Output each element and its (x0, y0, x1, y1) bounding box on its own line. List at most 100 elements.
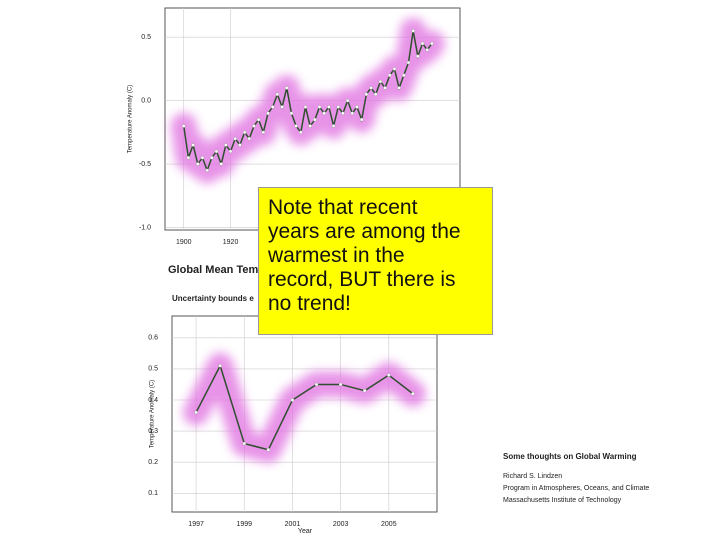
y-tick-label: 0.4 (148, 397, 158, 404)
data-point (205, 168, 209, 173)
uncertainty-glow (183, 352, 426, 463)
data-point (280, 105, 284, 109)
plot-frame (171, 315, 438, 513)
data-point (242, 441, 247, 446)
data-point (186, 155, 191, 160)
x-axis-label: Year (298, 528, 313, 535)
data-point (373, 92, 378, 97)
data-point (317, 105, 322, 109)
data-point (194, 410, 198, 415)
data-point (181, 124, 186, 128)
note-line: warmest in the (268, 244, 405, 267)
note-line: Note that recent (268, 196, 418, 219)
data-point (402, 73, 406, 78)
credits-title: Some thoughts on Global Warming (503, 452, 637, 461)
data-point (191, 143, 195, 147)
data-point (338, 382, 343, 387)
data-point (270, 105, 275, 109)
y-tick-label: -0.5 (139, 161, 151, 168)
data-point (214, 149, 219, 154)
data-point (355, 105, 359, 109)
y-tick-label: 0.3 (148, 428, 158, 435)
data-point (218, 363, 222, 368)
data-point (378, 79, 383, 84)
data-point (420, 41, 425, 46)
note-box: Note that recent years are among the warme… (258, 187, 493, 335)
data-point (313, 117, 317, 122)
y-tick-label: 0.2 (148, 459, 158, 466)
data-point (411, 391, 415, 396)
note-line: no trend! (268, 292, 351, 315)
data-point (298, 130, 303, 135)
data-point (266, 447, 271, 452)
data-point (359, 117, 364, 122)
data-point (387, 73, 392, 78)
data-point (210, 155, 214, 160)
data-point (362, 388, 367, 393)
data-line (195, 363, 414, 451)
data-point (195, 162, 200, 166)
data-point (406, 60, 411, 65)
data-point (284, 86, 289, 90)
y-tick-label: 0.5 (148, 366, 158, 373)
y-tick-label: 0.6 (148, 335, 158, 342)
data-point (350, 111, 355, 116)
x-tick-label: 2001 (285, 521, 301, 528)
data-point (411, 29, 415, 33)
y-axis-label: Temperature Anomaly (C) (128, 85, 134, 153)
data-point (383, 86, 387, 90)
data-point (392, 67, 397, 71)
data-point (345, 98, 350, 103)
data-point (387, 373, 391, 377)
credits-line: Program in Atmospheres, Oceans, and Clim… (503, 485, 650, 492)
y-tick-label: 0.5 (141, 34, 151, 41)
x-tick-label: 1920 (223, 239, 239, 246)
data-point (341, 111, 345, 116)
data-point (290, 398, 295, 402)
credits-line: Massachusetts Institute of Technology (503, 497, 622, 504)
credits-line: Richard S. Lindzen (503, 473, 563, 480)
x-tick-label: 1997 (188, 521, 204, 528)
credits: Some thoughts on Global Warming Richard … (503, 452, 649, 509)
data-point (369, 86, 373, 90)
data-point (289, 111, 294, 116)
data-point (219, 162, 223, 166)
data-point (228, 149, 233, 154)
data-point (303, 105, 308, 109)
y-axis-label: Temperature Anomaly (C) (150, 380, 156, 448)
chart-title: Uncertainty bounds e (172, 294, 254, 303)
data-point (247, 136, 252, 141)
x-tick-label: 2003 (333, 521, 349, 528)
chart-title: Global Mean Tem (168, 264, 258, 276)
data-point (200, 155, 205, 160)
note-line: years are among the (268, 220, 461, 243)
x-tick-label: 1900 (176, 239, 192, 246)
data-point (238, 143, 242, 147)
y-tick-label: 0.1 (148, 490, 158, 497)
data-point (308, 124, 312, 128)
note-line: record, BUT there is (268, 268, 456, 291)
data-point (261, 130, 266, 135)
data-point (397, 86, 401, 90)
data-point (294, 124, 298, 128)
data-point (242, 130, 247, 135)
data-point (336, 105, 341, 109)
data-point (327, 105, 331, 109)
x-tick-label: 1999 (236, 521, 252, 528)
x-tick-label: 2005 (381, 521, 397, 528)
data-point (430, 41, 434, 46)
data-point (416, 54, 420, 59)
data-point (275, 92, 280, 97)
data-point (314, 382, 319, 387)
y-tick-label: 0.0 (141, 97, 151, 104)
y-tick-label: -1.0 (139, 224, 151, 231)
data-point (252, 124, 256, 128)
data-point (266, 111, 270, 116)
data-point (224, 143, 228, 147)
data-point (233, 136, 238, 141)
data-point (364, 92, 369, 97)
data-point (256, 117, 261, 122)
data-point (322, 111, 327, 116)
